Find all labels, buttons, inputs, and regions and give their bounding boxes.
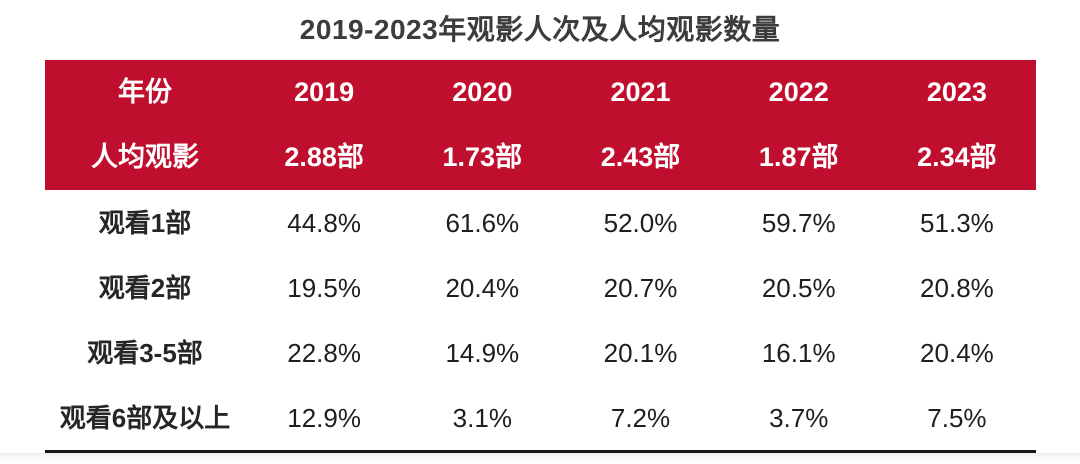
row-label: 观看3-5部 xyxy=(87,337,203,368)
header-cell-2023: 2023 xyxy=(926,77,987,107)
per-capita-cell-2023: 2.34部 xyxy=(917,142,997,172)
table-cell: 51.3% xyxy=(920,207,994,238)
table-cell: 19.5% xyxy=(287,272,361,303)
per-capita-cell-2021: 2.43部 xyxy=(600,142,681,172)
table-cell: 20.5% xyxy=(761,272,836,303)
row-label: 观看2部 xyxy=(98,272,192,303)
page-title: 2019-2023年观影人次及人均观影数量 xyxy=(299,14,781,45)
table-bottom-rule xyxy=(45,450,1036,453)
per-capita-row: 人均观影 2.88部 1.73部 2.43部 1.87部 2.34部 xyxy=(45,125,1036,190)
header-label-per-capita: 人均观影 xyxy=(91,142,199,172)
table-cell: 7.5% xyxy=(927,402,987,433)
row-watched-1: 观看1部 44.8% 61.6% 52.0% 59.7% 51.3% xyxy=(45,190,1036,255)
row-label: 观看6部及以上 xyxy=(59,402,231,433)
per-capita-cell-2022: 1.87部 xyxy=(758,142,839,172)
table-cell: 20.8% xyxy=(920,272,994,303)
year-header-row: 年份 2019 2020 2021 2022 2023 xyxy=(45,60,1036,125)
table-cell: 20.7% xyxy=(603,272,678,303)
table-cell: 22.8% xyxy=(287,337,361,368)
header-label-year: 年份 xyxy=(118,77,172,107)
table-cell: 3.7% xyxy=(769,402,829,433)
header-cell-2019: 2019 xyxy=(294,77,355,107)
header-cell-2021: 2021 xyxy=(610,77,671,107)
row-watched-3-5: 观看3-5部 22.8% 14.9% 20.1% 16.1% 20.4% xyxy=(45,320,1036,385)
table-cell: 52.0% xyxy=(603,207,678,238)
table-cell: 59.7% xyxy=(761,207,836,238)
table-cell: 20.4% xyxy=(920,337,994,368)
footer-strip xyxy=(0,453,1080,464)
table-cell: 7.2% xyxy=(610,402,671,433)
header-cell-2020: 2020 xyxy=(452,77,513,107)
table-cell: 20.4% xyxy=(445,272,520,303)
table-cell: 14.9% xyxy=(445,337,520,368)
table-body: 观看1部 44.8% 61.6% 52.0% 59.7% 51.3% 观看2部 … xyxy=(45,190,1036,450)
header-cell-2022: 2022 xyxy=(768,77,829,107)
per-capita-cell-2020: 1.73部 xyxy=(442,142,523,172)
table-cell: 20.1% xyxy=(603,337,678,368)
movie-viewing-table: 年份 2019 2020 2021 2022 2023 人均观影 2.88部 1… xyxy=(45,60,1036,453)
table-header: 年份 2019 2020 2021 2022 2023 人均观影 2.88部 1… xyxy=(45,60,1036,190)
table-cell: 16.1% xyxy=(761,337,836,368)
per-capita-cell-2019: 2.88部 xyxy=(284,142,364,172)
table-cell: 12.9% xyxy=(287,402,361,433)
table-cell: 61.6% xyxy=(445,207,520,238)
row-watched-2: 观看2部 19.5% 20.4% 20.7% 20.5% 20.8% xyxy=(45,255,1036,320)
table-cell: 44.8% xyxy=(287,207,361,238)
row-watched-6-plus: 观看6部及以上 12.9% 3.1% 7.2% 3.7% 7.5% xyxy=(45,385,1036,450)
table-cell: 3.1% xyxy=(452,402,512,433)
row-label: 观看1部 xyxy=(98,207,192,238)
